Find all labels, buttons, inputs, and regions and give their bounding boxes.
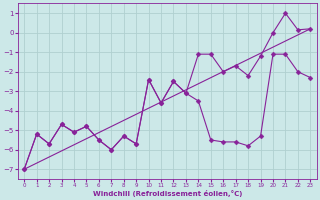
X-axis label: Windchill (Refroidissement éolien,°C): Windchill (Refroidissement éolien,°C) (92, 190, 242, 197)
